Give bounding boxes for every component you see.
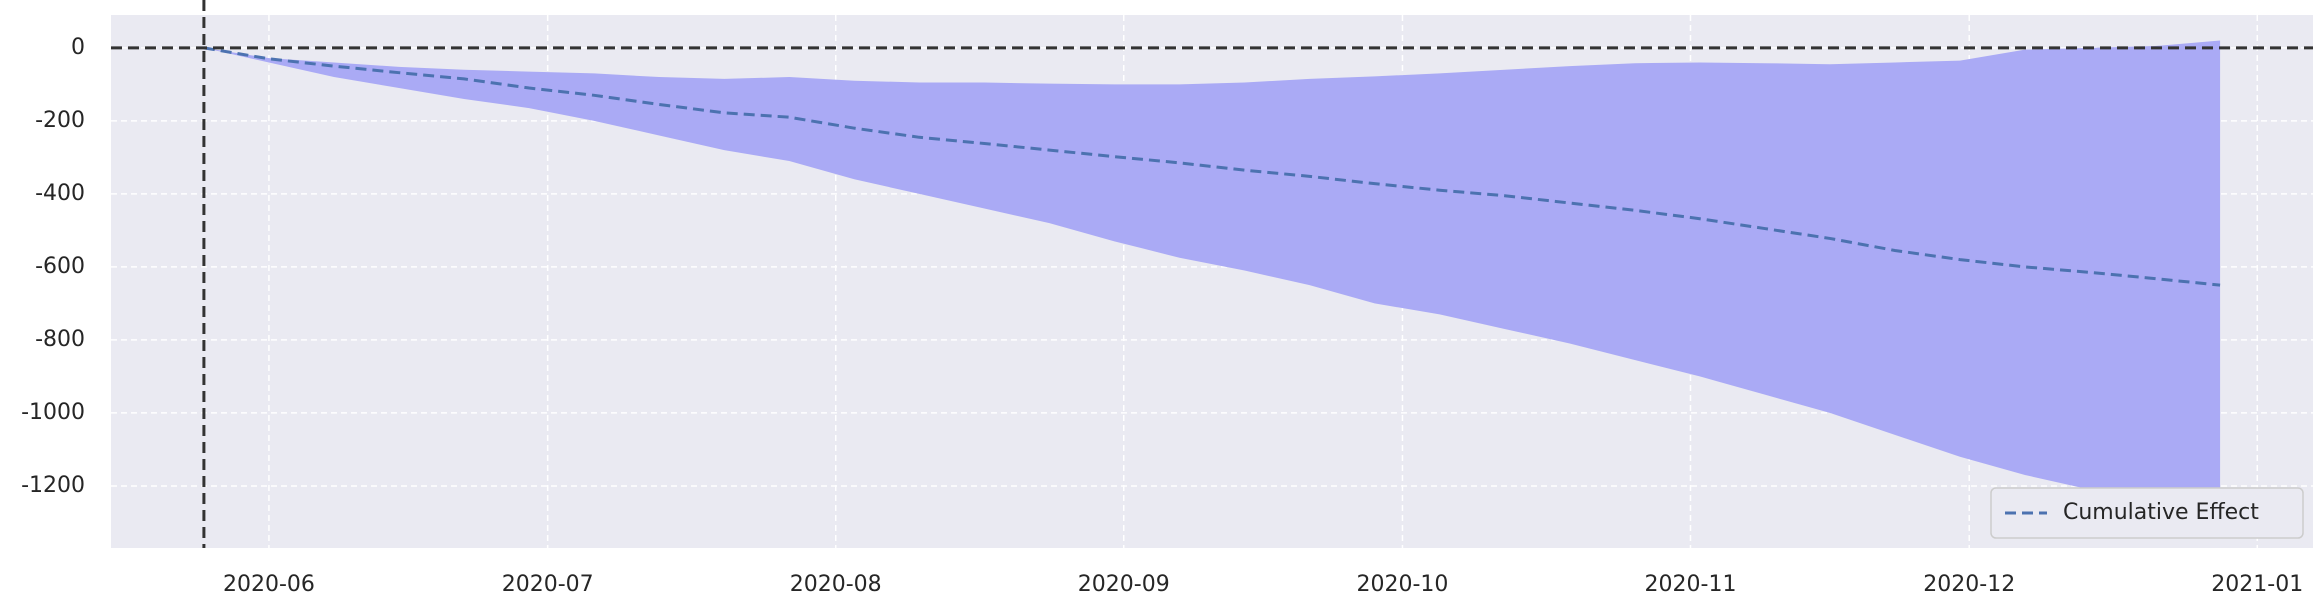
- x-tick-label: 2021-01: [2211, 572, 2303, 597]
- y-tick-label: -1200: [21, 473, 85, 498]
- y-tick-label: -1000: [21, 400, 85, 425]
- x-tick-label: 2020-10: [1357, 572, 1449, 597]
- y-tick-label: 0: [71, 35, 85, 60]
- effect-line: [203, 46, 2221, 287]
- x-tick-label: 2020-08: [790, 572, 882, 597]
- y-tick-label: -200: [35, 108, 85, 133]
- x-tick-label: 2020-12: [1923, 572, 2015, 597]
- x-tick-label: 2020-11: [1645, 572, 1737, 597]
- legend: Cumulative Effect: [1990, 487, 2304, 539]
- confidence-band: [203, 40, 2221, 501]
- x-tick-label: 2020-06: [223, 572, 315, 597]
- x-tick-label: 2020-07: [502, 572, 594, 597]
- legend-box: [1990, 487, 2304, 539]
- legend-label: Cumulative Effect: [2063, 500, 2259, 525]
- y-tick-label: -800: [35, 327, 85, 352]
- y-tick-label: -400: [35, 181, 85, 206]
- x-tick-label: 2020-09: [1078, 572, 1170, 597]
- y-tick-label: -600: [35, 254, 85, 279]
